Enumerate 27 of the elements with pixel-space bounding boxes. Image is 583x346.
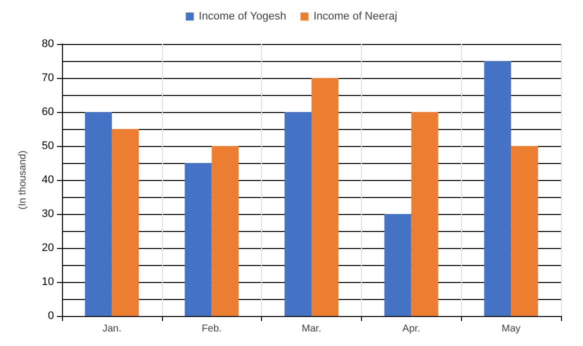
bar — [411, 112, 438, 316]
x-tick-label: Jan. — [102, 324, 122, 334]
bar — [511, 146, 538, 316]
x-tick-label: Apr. — [402, 324, 420, 334]
x-tick-label: May — [502, 324, 521, 334]
y-tick-label: 50 — [42, 140, 54, 152]
y-tick-label: 30 — [42, 208, 54, 220]
bar — [384, 214, 412, 316]
bar — [112, 129, 139, 316]
bar — [184, 163, 212, 316]
bar — [212, 146, 239, 316]
y-tick-label: 20 — [42, 242, 54, 254]
y-tick-label: 40 — [42, 174, 54, 186]
x-tick-label: Feb. — [202, 324, 222, 334]
y-tick-label: 0 — [48, 310, 54, 322]
y-axis-title: (In thousand) — [18, 150, 28, 210]
legend-label: Income of Neeraj — [313, 10, 398, 22]
legend-label: Income of Yogesh — [198, 10, 286, 22]
y-tick-label: 60 — [42, 106, 54, 118]
y-tick-label: 70 — [42, 72, 54, 84]
bar — [284, 112, 312, 316]
bar — [84, 112, 112, 316]
x-tick-label: Mar. — [302, 324, 322, 334]
y-tick-label: 80 — [42, 38, 54, 50]
bar — [312, 78, 338, 316]
y-tick-label: 10 — [42, 276, 54, 288]
bar — [484, 61, 512, 316]
